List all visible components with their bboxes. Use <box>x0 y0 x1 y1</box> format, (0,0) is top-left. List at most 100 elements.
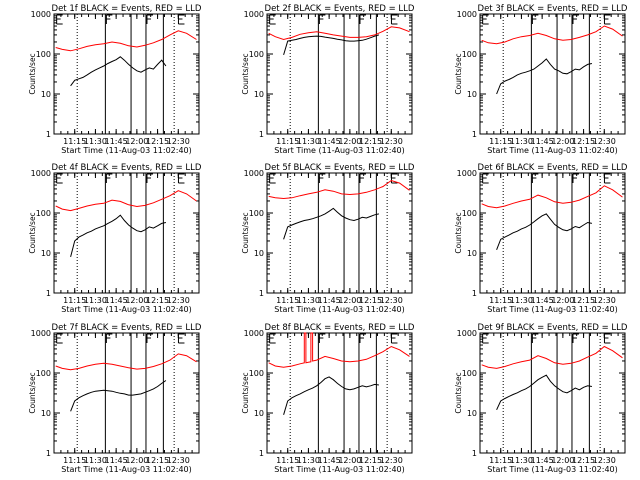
panel-title: Det 1f BLACK = Events, RED = LLD <box>52 4 202 14</box>
x-tick-label: 12:30 <box>167 456 190 465</box>
x-tick-label: 11:15 <box>489 137 512 146</box>
y-tick-label: 1 <box>259 449 264 458</box>
marker-F <box>105 14 113 24</box>
plot-frame <box>266 332 413 454</box>
x-tick-label: 11:15 <box>63 137 86 146</box>
plot-frame <box>53 172 200 294</box>
x-tick-label: 12:30 <box>593 296 616 305</box>
x-tick-label: 12:30 <box>380 456 403 465</box>
marker-F <box>318 333 326 343</box>
marker-E <box>177 14 185 25</box>
marker-F <box>318 173 326 183</box>
marker-E <box>56 173 63 184</box>
series-line-events <box>283 34 380 56</box>
marker-E <box>56 333 63 344</box>
marker-E <box>56 14 63 25</box>
y-tick-label: 10 <box>467 90 477 99</box>
x-tick-label: 12:00 <box>125 137 148 146</box>
marker-E <box>390 333 398 344</box>
x-tick-label: 12:00 <box>551 137 574 146</box>
y-tick-label: 1000 <box>457 329 477 338</box>
y-tick-label: 100 <box>462 209 477 218</box>
x-tick-label: 12:30 <box>167 296 190 305</box>
x-tick-label: 11:30 <box>84 296 107 305</box>
y-tick-label: 1000 <box>31 10 51 19</box>
x-tick-label: 11:30 <box>84 456 107 465</box>
marker-F <box>572 333 579 343</box>
y-tick-label: 10 <box>41 409 51 418</box>
panel-9: Det 9f BLACK = Events, RED = LLD 1 10 100 10… <box>454 323 628 474</box>
marker-E <box>177 333 185 344</box>
panel-title: Det 8f BLACK = Events, RED = LLD <box>265 323 415 333</box>
x-tick-label: 11:45 <box>531 137 554 146</box>
series-line-lld <box>55 30 197 52</box>
x-tick-label: 11:45 <box>318 456 341 465</box>
y-tick-label: 1000 <box>31 169 51 178</box>
y-tick-label: 1000 <box>244 10 264 19</box>
x-tick-label: 12:00 <box>125 456 148 465</box>
x-tick-label: 11:15 <box>489 296 512 305</box>
plot-frame <box>479 332 626 454</box>
marker-E <box>482 14 489 25</box>
panel-1: Det 1f BLACK = Events, RED = LLD 1 10 100 10… <box>28 4 202 155</box>
y-tick-label: 100 <box>249 369 264 378</box>
x-tick-label: 12:15 <box>359 296 382 305</box>
x-tick-label: 12:00 <box>551 456 574 465</box>
marker-F <box>105 333 113 343</box>
x-tick-label: 11:30 <box>84 137 107 146</box>
series-line-events <box>496 374 592 411</box>
y-tick-label: 100 <box>462 50 477 59</box>
panel-title: Det 2f BLACK = Events, RED = LLD <box>265 4 415 14</box>
y-tick-label: 100 <box>249 50 264 59</box>
series-line-events <box>70 214 167 258</box>
marker-F <box>572 173 579 183</box>
series-line-events <box>70 56 167 87</box>
marker-F <box>359 333 366 343</box>
x-tick-label: 12:15 <box>572 296 595 305</box>
marker-F <box>359 173 366 183</box>
y-tick-label: 1000 <box>457 169 477 178</box>
plot-frame <box>479 13 626 135</box>
x-tick-label: 11:30 <box>510 296 533 305</box>
x-axis-label: Start Time (11-Aug-03 11:02:40) <box>487 146 618 155</box>
y-tick-label: 10 <box>254 90 264 99</box>
y-tick-label: 1000 <box>244 329 264 338</box>
y-axis-label: Counts/sec <box>28 53 37 94</box>
marker-F <box>146 14 153 24</box>
series-line-events <box>283 376 379 415</box>
x-tick-label: 11:15 <box>276 137 299 146</box>
x-axis-label: Start Time (11-Aug-03 11:02:40) <box>487 305 618 314</box>
y-tick-label: 1 <box>259 130 264 139</box>
y-tick-label: 1 <box>472 289 477 298</box>
x-tick-label: 12:30 <box>593 137 616 146</box>
x-tick-label: 11:30 <box>297 456 320 465</box>
x-tick-label: 12:00 <box>125 296 148 305</box>
marker-F <box>105 173 113 183</box>
y-tick-label: 1000 <box>244 169 264 178</box>
x-axis-label: Start Time (11-Aug-03 11:02:40) <box>274 465 405 474</box>
marker-E <box>482 173 489 184</box>
panel-6: Det 6f BLACK = Events, RED = LLD 1 10 100 10… <box>454 163 628 314</box>
x-tick-label: 12:30 <box>380 137 403 146</box>
panel-3: Det 3f BLACK = Events, RED = LLD 1 10 100 10… <box>454 4 628 155</box>
x-tick-label: 12:00 <box>338 456 361 465</box>
marker-E <box>269 173 276 184</box>
x-tick-label: 11:45 <box>105 296 128 305</box>
x-tick-label: 11:15 <box>63 296 86 305</box>
marker-F <box>318 14 326 24</box>
x-tick-label: 12:15 <box>146 456 169 465</box>
marker-F <box>572 14 579 24</box>
series-line-lld <box>481 185 623 209</box>
y-tick-label: 10 <box>467 249 477 258</box>
x-tick-label: 11:45 <box>531 456 554 465</box>
series-line-lld <box>268 332 410 368</box>
series-line-events <box>496 58 593 95</box>
marker-F <box>146 173 153 183</box>
marker-F <box>531 333 539 343</box>
y-tick-label: 1 <box>472 449 477 458</box>
x-tick-label: 12:00 <box>551 296 574 305</box>
x-tick-label: 12:15 <box>146 296 169 305</box>
y-tick-label: 1 <box>472 130 477 139</box>
panel-2: Det 2f BLACK = Events, RED = LLD 1 10 100 10… <box>241 4 415 155</box>
x-tick-label: 12:15 <box>359 137 382 146</box>
